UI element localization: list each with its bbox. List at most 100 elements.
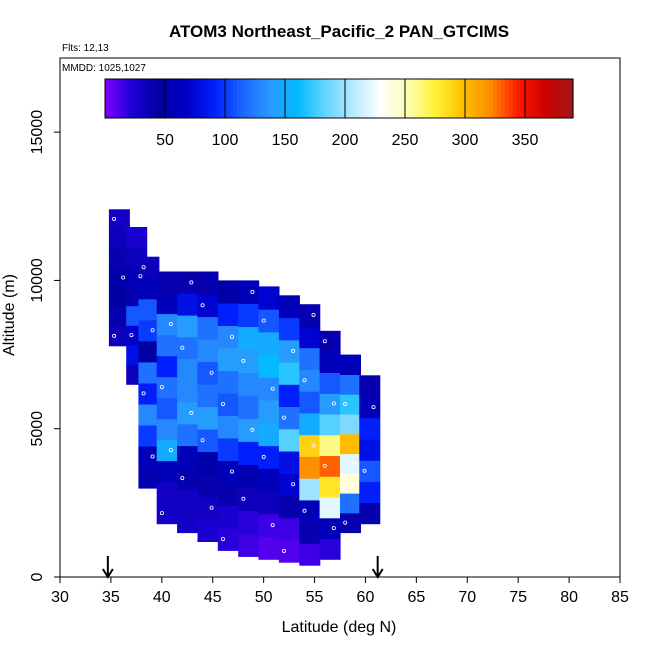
cell-p3-0 (156, 502, 178, 525)
sample-point (311, 312, 316, 317)
cell-p10-1 (299, 521, 321, 544)
cell-p9-4 (278, 451, 300, 474)
cell-p10-7 (299, 391, 321, 414)
sample-point (168, 448, 173, 453)
colorbar-frame (104, 78, 574, 119)
colorbar-swatch (253, 79, 258, 118)
colorbar-swatch (457, 79, 462, 118)
colorbar-swatch (225, 79, 230, 118)
colorbar-swatch (313, 79, 318, 118)
colorbar-swatch (433, 79, 438, 118)
x-tick-label: 70 (458, 589, 476, 606)
cell-p5-7 (197, 361, 219, 385)
colorbar-swatch (201, 79, 206, 118)
cell-p2-2 (138, 424, 160, 447)
cell-p12-0 (340, 512, 361, 534)
colorbar-swatch (233, 79, 238, 118)
cell-p2-8 (138, 298, 160, 321)
cell-p13-5 (359, 396, 381, 419)
colorbar-swatch (357, 79, 362, 118)
x-tick-label: 30 (51, 589, 69, 606)
colorbar-swatch (325, 79, 330, 118)
cell-p4-2 (177, 467, 199, 490)
cell-p3-5 (156, 397, 178, 420)
colorbar-swatch (241, 79, 246, 118)
colorbar-swatch (229, 79, 234, 118)
colorbar-swatch (305, 79, 310, 118)
colorbar-swatch (493, 79, 498, 118)
cell-p4-1 (177, 489, 199, 512)
cell-p0-3 (108, 267, 130, 288)
sample-point (200, 438, 205, 443)
colorbar-swatch (285, 79, 290, 118)
cell-p12-4 (340, 433, 361, 455)
cell-p6-8 (217, 347, 239, 371)
colorbar-swatch (301, 79, 306, 118)
colorbar-swatch (109, 79, 114, 118)
sample-point (291, 482, 296, 487)
cell-p13-3 (359, 438, 381, 461)
sample-points (112, 216, 376, 554)
colorbar-swatch (385, 79, 390, 118)
cell-p12-3 (340, 453, 361, 474)
sample-point (209, 370, 214, 375)
colorbar-swatch (565, 79, 570, 118)
cell-p10-11 (299, 304, 321, 327)
colorbar-swatch (417, 79, 422, 118)
colorbar-swatch (469, 79, 474, 118)
x-tick-label: 40 (153, 589, 171, 606)
colorbar-swatch (309, 79, 314, 118)
cell-p2-0 (138, 467, 160, 489)
sample-point (362, 468, 367, 473)
colorbar-swatch (249, 79, 254, 118)
cell-p10-6 (299, 412, 321, 436)
colorbar-swatch (501, 79, 506, 118)
cell-p4-0 (177, 510, 199, 534)
sample-point (261, 318, 266, 323)
flights-label: Flts: 12,13 (62, 43, 109, 54)
cell-p2-9 (138, 277, 160, 300)
colorbar-tick-label: 150 (272, 132, 299, 149)
colorbar-swatch (217, 79, 222, 118)
colorbar-swatch (373, 79, 378, 118)
cell-p1-7 (126, 227, 148, 248)
sample-point (220, 402, 225, 407)
cell-p4-5 (177, 402, 199, 425)
cell-p9-6 (278, 406, 300, 430)
colorbar-swatch (353, 79, 358, 118)
colorbar-swatch (133, 79, 138, 118)
cell-p13-2 (359, 460, 381, 482)
colorbar-swatch (277, 79, 282, 118)
colorbar-swatch (117, 79, 122, 118)
sample-point (322, 339, 327, 344)
cell-p4-7 (177, 358, 199, 381)
sample-point (250, 427, 255, 432)
sample-point (229, 334, 234, 339)
colorbar-swatch (485, 79, 490, 118)
cell-p10-3 (299, 478, 321, 501)
cell-p8-11 (258, 286, 280, 310)
cell-p4-3 (177, 445, 199, 468)
cell-p12-2 (340, 473, 361, 494)
cell-p3-1 (156, 481, 178, 504)
colorbar-swatch (197, 79, 202, 118)
cell-p7-3 (238, 464, 260, 488)
cell-p3-7 (156, 355, 178, 378)
sample-point (168, 321, 173, 326)
cell-p5-9 (197, 316, 219, 340)
cell-p9-7 (278, 384, 300, 407)
sample-point (159, 385, 164, 390)
colorbar-swatch (205, 79, 210, 118)
cell-p5-10 (197, 294, 219, 318)
colorbar-swatch (209, 79, 214, 118)
sample-point (250, 289, 255, 294)
colorbar-swatch (237, 79, 242, 118)
colorbar-swatch (381, 79, 386, 118)
cell-p7-6 (238, 395, 260, 419)
colorbar-swatch (365, 79, 370, 118)
cell-p8-7 (258, 377, 280, 401)
sample-point (220, 537, 225, 542)
cell-p3-11 (156, 271, 178, 294)
colorbar-swatch (401, 79, 406, 118)
cell-p7-11 (238, 280, 260, 304)
